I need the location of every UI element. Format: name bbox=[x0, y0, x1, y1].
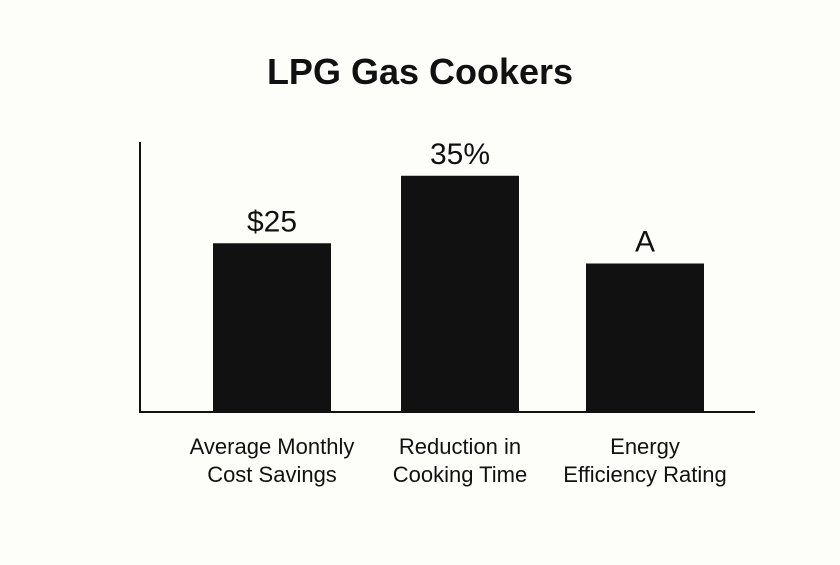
chart-title: LPG Gas Cookers bbox=[267, 51, 573, 92]
category-label-1-line-0: Reduction in bbox=[399, 434, 521, 459]
category-label-0-line-1: Cost Savings bbox=[207, 462, 337, 487]
bar-0 bbox=[213, 243, 331, 412]
category-label-2-line-1: Efficiency Rating bbox=[563, 462, 726, 487]
value-label-2: A bbox=[635, 226, 655, 259]
category-label-1-line-1: Cooking Time bbox=[393, 462, 528, 487]
bars-group bbox=[213, 175, 704, 412]
value-label-0: $25 bbox=[247, 205, 297, 238]
bar-1 bbox=[401, 175, 519, 412]
value-label-1: 35% bbox=[430, 138, 490, 171]
category-labels-group: Average Monthly Cost Savings Reduction in C… bbox=[190, 434, 727, 487]
category-label-2-line-0: Energy bbox=[610, 434, 680, 459]
bar-2 bbox=[586, 263, 704, 412]
category-label-0-line-0: Average Monthly bbox=[190, 434, 355, 459]
value-labels-group: $25 35% A bbox=[247, 138, 655, 259]
